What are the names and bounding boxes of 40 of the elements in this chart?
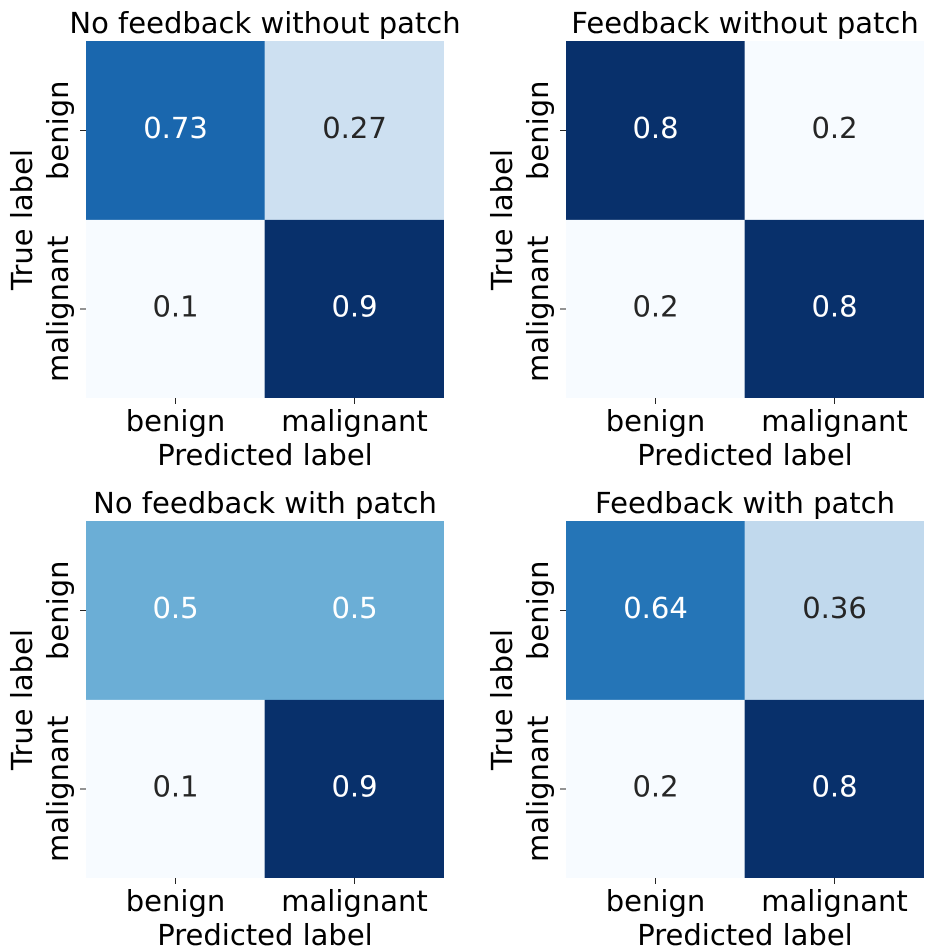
x-axis-title: Predicted label bbox=[157, 918, 373, 952]
data-label: 0.1 bbox=[152, 769, 199, 804]
chart-title: No feedback with patch bbox=[93, 486, 437, 520]
x-tick-label: benign bbox=[606, 404, 706, 438]
y-tick-label: benign bbox=[521, 560, 556, 660]
data-label: 0.2 bbox=[632, 769, 679, 804]
y-tick-label: benign bbox=[521, 80, 556, 180]
chart-title: Feedback without patch bbox=[571, 6, 919, 40]
data-label: 0.9 bbox=[331, 289, 378, 324]
x-axis-title: Predicted label bbox=[637, 918, 853, 952]
data-label: 0.8 bbox=[632, 110, 679, 145]
x-tick-label: malignant bbox=[281, 404, 428, 438]
data-label: 0.8 bbox=[811, 769, 858, 804]
data-label: 0.9 bbox=[331, 769, 378, 804]
data-label: 0.36 bbox=[802, 590, 867, 625]
x-tick-label: malignant bbox=[761, 404, 908, 438]
y-axis-title: True label bbox=[5, 629, 40, 771]
data-label: 0.8 bbox=[811, 289, 858, 324]
y-axis-title: True label bbox=[485, 149, 520, 291]
y-tick-label: benign bbox=[41, 560, 76, 660]
data-label: 0.2 bbox=[632, 289, 679, 324]
data-label: 0.27 bbox=[322, 110, 387, 145]
data-label: 0.1 bbox=[152, 289, 199, 324]
x-axis-title: Predicted label bbox=[637, 438, 853, 472]
data-label: 0.5 bbox=[331, 590, 378, 625]
data-label: 0.64 bbox=[623, 590, 688, 625]
y-tick-label: benign bbox=[41, 80, 76, 180]
x-axis-title: Predicted label bbox=[157, 438, 373, 472]
x-tick-label: benign bbox=[126, 884, 226, 918]
x-tick-label: benign bbox=[126, 404, 226, 438]
data-label: 0.73 bbox=[143, 110, 208, 145]
y-axis-title: True label bbox=[5, 149, 40, 291]
x-tick-label: malignant bbox=[761, 884, 908, 918]
chart-title: No feedback without patch bbox=[69, 6, 461, 40]
y-axis-title: True label bbox=[485, 629, 520, 771]
x-tick-label: malignant bbox=[281, 884, 428, 918]
chart-title: Feedback with patch bbox=[595, 486, 895, 520]
data-label: 0.5 bbox=[152, 590, 199, 625]
data-label: 0.2 bbox=[811, 110, 858, 145]
x-tick-label: benign bbox=[606, 884, 706, 918]
